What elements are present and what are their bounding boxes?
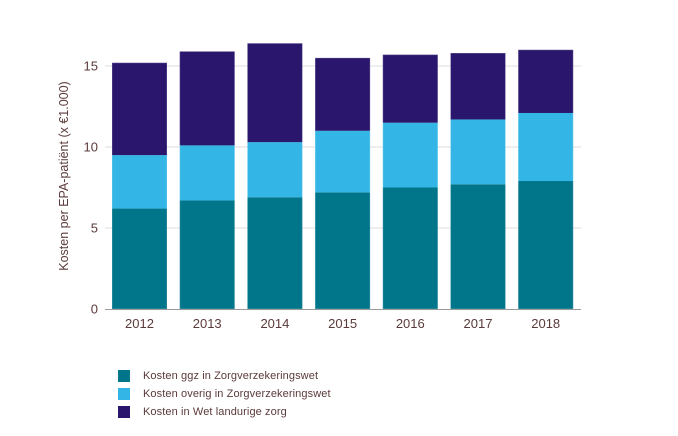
legend-swatch-ggz bbox=[118, 370, 130, 382]
bar-segment bbox=[112, 62, 167, 156]
y-tick-label: 0 bbox=[91, 302, 98, 317]
x-tick-label: 2014 bbox=[260, 316, 289, 331]
x-tick-label: 2013 bbox=[193, 316, 222, 331]
bar-segment bbox=[179, 145, 235, 201]
bar-segment bbox=[518, 181, 574, 309]
y-axis-title: Kosten per EPA-patiënt (x €1.000) bbox=[57, 81, 71, 270]
bar-stack-2015 bbox=[315, 57, 371, 310]
bar-segment bbox=[450, 184, 506, 309]
y-tick-label: 10 bbox=[84, 140, 98, 155]
bar-segment bbox=[315, 130, 371, 193]
x-tick-label: 2018 bbox=[531, 316, 560, 331]
bar-outline bbox=[518, 49, 574, 310]
x-tick-label: 2015 bbox=[328, 316, 357, 331]
y-tick-labels: 0 5 10 15 bbox=[84, 59, 98, 317]
bar-segment bbox=[315, 57, 371, 131]
bar-segment bbox=[518, 49, 574, 113]
legend-label-overig: Kosten overig in Zorgverzekeringswet bbox=[143, 388, 331, 400]
x-tick-labels: 2012 2013 2014 2015 2016 2017 2018 bbox=[125, 316, 560, 331]
bar-outline bbox=[112, 62, 167, 310]
bar-outline bbox=[179, 51, 235, 309]
legend-item-ggz: Kosten ggz in Zorgverzekeringswet bbox=[118, 367, 331, 385]
bar-segment bbox=[450, 53, 506, 120]
legend-swatch-wlz bbox=[118, 406, 130, 418]
bar-outline bbox=[382, 54, 438, 309]
y-tick-label: 15 bbox=[84, 59, 98, 74]
bar-segment bbox=[382, 122, 438, 188]
bars bbox=[112, 43, 574, 310]
legend-label-wlz: Kosten in Wet landurige zorg bbox=[143, 406, 287, 418]
bar-outline bbox=[450, 53, 506, 310]
bar-segment bbox=[247, 142, 303, 198]
bar-segment bbox=[382, 54, 438, 123]
bar-segment bbox=[450, 119, 506, 185]
legend-swatch-overig bbox=[118, 388, 130, 400]
x-tick-label: 2016 bbox=[396, 316, 425, 331]
bar-segment bbox=[112, 155, 167, 209]
bar-segment bbox=[112, 208, 167, 309]
bar-segment bbox=[247, 197, 303, 309]
bar-segment bbox=[382, 187, 438, 309]
x-tick-label: 2012 bbox=[125, 316, 154, 331]
bar-segment bbox=[179, 51, 235, 146]
bar-stack-2012 bbox=[112, 62, 167, 310]
bar-stack-2014 bbox=[247, 43, 303, 309]
legend: Kosten ggz in Zorgverzekeringswet Kosten… bbox=[118, 367, 331, 421]
legend-item-wlz: Kosten in Wet landurige zorg bbox=[118, 403, 331, 421]
x-tick-label: 2017 bbox=[464, 316, 493, 331]
bar-stack-2016 bbox=[382, 54, 438, 309]
y-tick-label: 5 bbox=[91, 221, 98, 236]
bar-outline bbox=[247, 43, 303, 309]
legend-label-ggz: Kosten ggz in Zorgverzekeringswet bbox=[143, 370, 319, 382]
bar-segment bbox=[315, 192, 371, 309]
bar-stack-2018 bbox=[518, 49, 574, 310]
legend-item-overig: Kosten overig in Zorgverzekeringswet bbox=[118, 385, 331, 403]
bar-segment bbox=[247, 43, 303, 143]
bar-segment bbox=[518, 112, 574, 182]
bar-segment bbox=[179, 200, 235, 309]
bar-outline bbox=[315, 57, 371, 310]
bar-stack-2013 bbox=[179, 51, 235, 309]
bar-stack-2017 bbox=[450, 53, 506, 310]
